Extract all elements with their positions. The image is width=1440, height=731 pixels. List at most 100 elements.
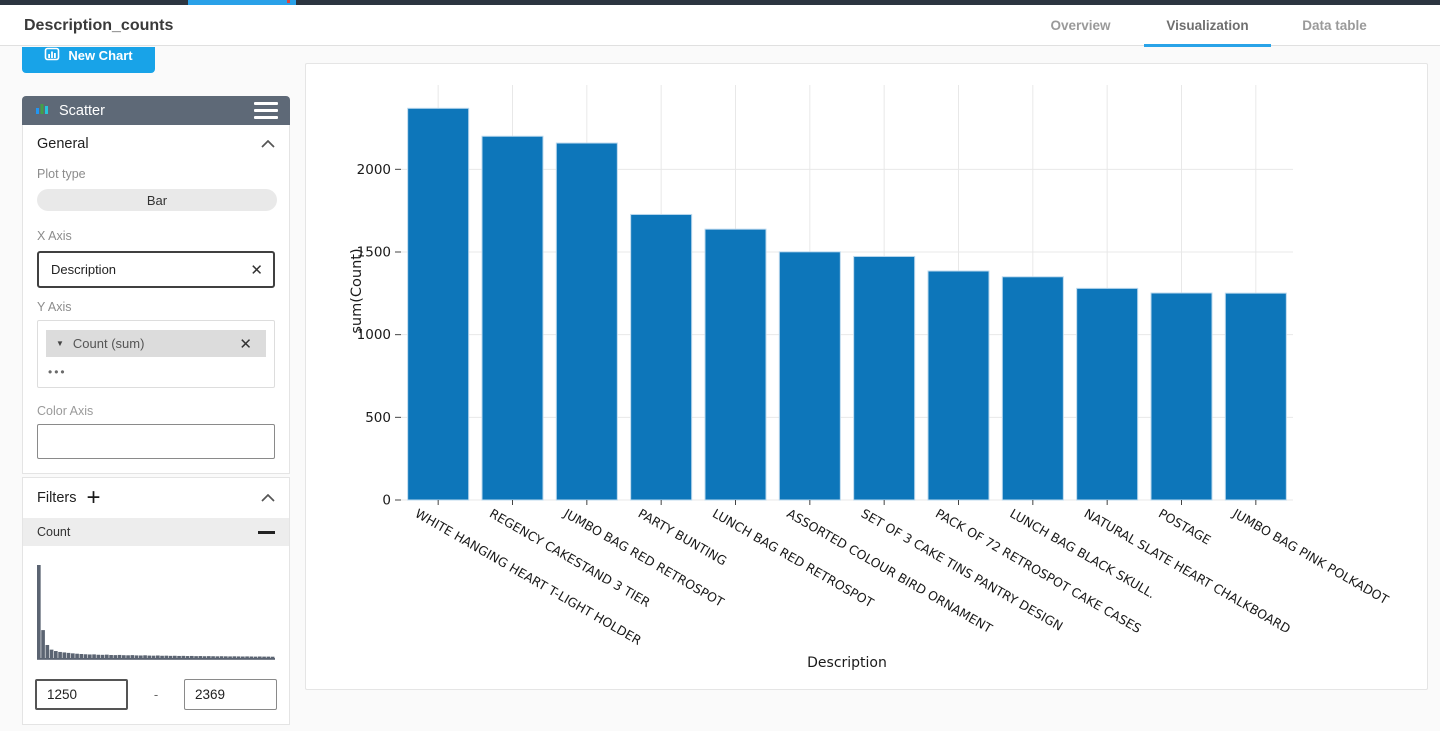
histogram-bin — [96, 654, 101, 659]
histogram-bin — [58, 651, 62, 658]
chart-config-panel: Scatter General Plot type Bar X Axis Des… — [22, 96, 290, 725]
x-tick-label: POSTAGE — [1156, 506, 1214, 548]
top-scrollbar[interactable] — [0, 0, 1440, 5]
histogram-bin — [41, 630, 45, 658]
range-min-input[interactable] — [35, 679, 128, 710]
tab-overview[interactable]: Overview — [1050, 18, 1111, 33]
histogram-bin — [185, 656, 190, 658]
general-section-row: General — [23, 125, 289, 157]
y-axis-box: ▼ Count (sum) ✕ ••• — [37, 320, 275, 388]
histogram-bin — [45, 644, 50, 658]
remove-filter-icon[interactable] — [258, 530, 275, 534]
filters-section-row: Filters + — [23, 478, 289, 512]
histogram-bin — [190, 655, 194, 658]
histogram-bin — [122, 655, 126, 658]
color-axis-input[interactable] — [37, 424, 275, 459]
histogram-bin — [202, 656, 207, 658]
chart-bar — [1224, 292, 1287, 501]
tab-bar: Overview Visualization Data table — [1017, 5, 1398, 47]
new-chart-button[interactable]: New Chart — [22, 47, 155, 73]
new-chart-label: New Chart — [68, 47, 133, 63]
histogram-bin — [139, 655, 143, 658]
filter-row-count[interactable]: Count — [23, 518, 289, 546]
tab-data-table[interactable]: Data table — [1302, 18, 1367, 33]
chart-type-icon — [34, 100, 50, 121]
histogram-bin — [270, 656, 275, 658]
histogram-bin — [147, 655, 152, 658]
new-chart-button-clip: New Chart — [22, 47, 155, 74]
histogram-bin — [134, 655, 139, 658]
histogram-bin — [105, 654, 109, 658]
histogram-bin — [224, 656, 228, 658]
y-axis-chip[interactable]: ▼ Count (sum) ✕ — [46, 330, 266, 357]
plot-type-label: Plot type — [37, 167, 86, 181]
x-axis-input[interactable]: Description ✕ — [37, 251, 275, 288]
histogram-bin — [130, 655, 135, 658]
y-tick-label: 2000 — [357, 162, 391, 178]
panel-header: Scatter — [22, 96, 290, 125]
scrollbar-marker — [287, 0, 290, 3]
x-tick-label: JUMBO BAG PINK POLKADOT — [1229, 505, 1391, 607]
menu-icon[interactable] — [254, 102, 278, 119]
histogram-bin — [219, 656, 224, 658]
histogram-bin — [49, 649, 54, 658]
close-icon[interactable]: ✕ — [250, 261, 263, 279]
new-chart-icon — [44, 47, 60, 65]
chart-bar — [407, 107, 470, 501]
histogram-bin — [249, 656, 254, 658]
chart-bar — [630, 213, 693, 501]
tab-visualization[interactable]: Visualization — [1144, 5, 1271, 47]
more-options-button[interactable]: ••• — [48, 365, 67, 379]
chart-bar — [481, 135, 544, 501]
histogram-bin — [198, 656, 203, 658]
histogram-bin — [194, 656, 198, 658]
histogram-bin — [151, 655, 156, 658]
chart-bar — [778, 251, 841, 501]
y-tick-label: 500 — [365, 410, 391, 426]
histogram-bin — [62, 652, 67, 658]
y-axis-value: Count (sum) — [72, 336, 145, 351]
range-dash: - — [153, 687, 159, 702]
histogram-bin — [100, 654, 105, 658]
range-max-input[interactable] — [184, 679, 277, 710]
y-tick-label: 1000 — [357, 327, 391, 343]
histogram-bin — [160, 655, 164, 658]
chart-card: 0 500 1000 1500 2000 WHITE HANGING HEART T-LI… — [305, 63, 1428, 690]
dropdown-caret-icon[interactable]: ▼ — [56, 339, 64, 348]
histogram-bin — [173, 655, 177, 658]
x-axis-title: Description — [807, 655, 887, 671]
chevron-up-icon[interactable] — [261, 489, 275, 507]
chart-bar — [1001, 276, 1064, 501]
plot-type-button[interactable]: Bar — [37, 189, 277, 211]
filters-card: Filters + Count - — [22, 477, 290, 725]
histogram-bin — [66, 652, 71, 659]
histogram-bin — [88, 654, 92, 658]
histogram-bin — [245, 656, 249, 658]
histogram-bin — [207, 656, 211, 658]
y-tick-label: 0 — [382, 493, 391, 509]
chart-bar — [1150, 292, 1213, 501]
histogram-bin — [126, 655, 130, 658]
histogram-bin — [143, 655, 147, 658]
histogram-baseline — [37, 658, 275, 660]
histogram-bin — [83, 654, 88, 658]
histogram-bin — [266, 656, 271, 659]
histogram-bin — [37, 565, 41, 658]
histogram-bin — [109, 655, 113, 658]
histogram-bin — [262, 656, 266, 659]
close-icon[interactable]: ✕ — [239, 335, 252, 353]
histogram-bin — [258, 656, 262, 658]
histogram-bin — [215, 656, 220, 658]
scrollbar-thumb[interactable] — [188, 0, 296, 5]
histogram-bin — [164, 655, 169, 658]
y-tick-label: 1500 — [357, 244, 391, 260]
chevron-up-icon[interactable] — [261, 135, 275, 153]
histogram-bin — [168, 655, 173, 658]
histogram-bin — [236, 656, 241, 658]
add-filter-button[interactable]: + — [86, 484, 101, 511]
x-axis-value: Description — [51, 262, 117, 277]
chart-name-label: Scatter — [59, 102, 105, 119]
histogram-bin — [177, 655, 181, 658]
histogram-bin — [75, 653, 79, 658]
